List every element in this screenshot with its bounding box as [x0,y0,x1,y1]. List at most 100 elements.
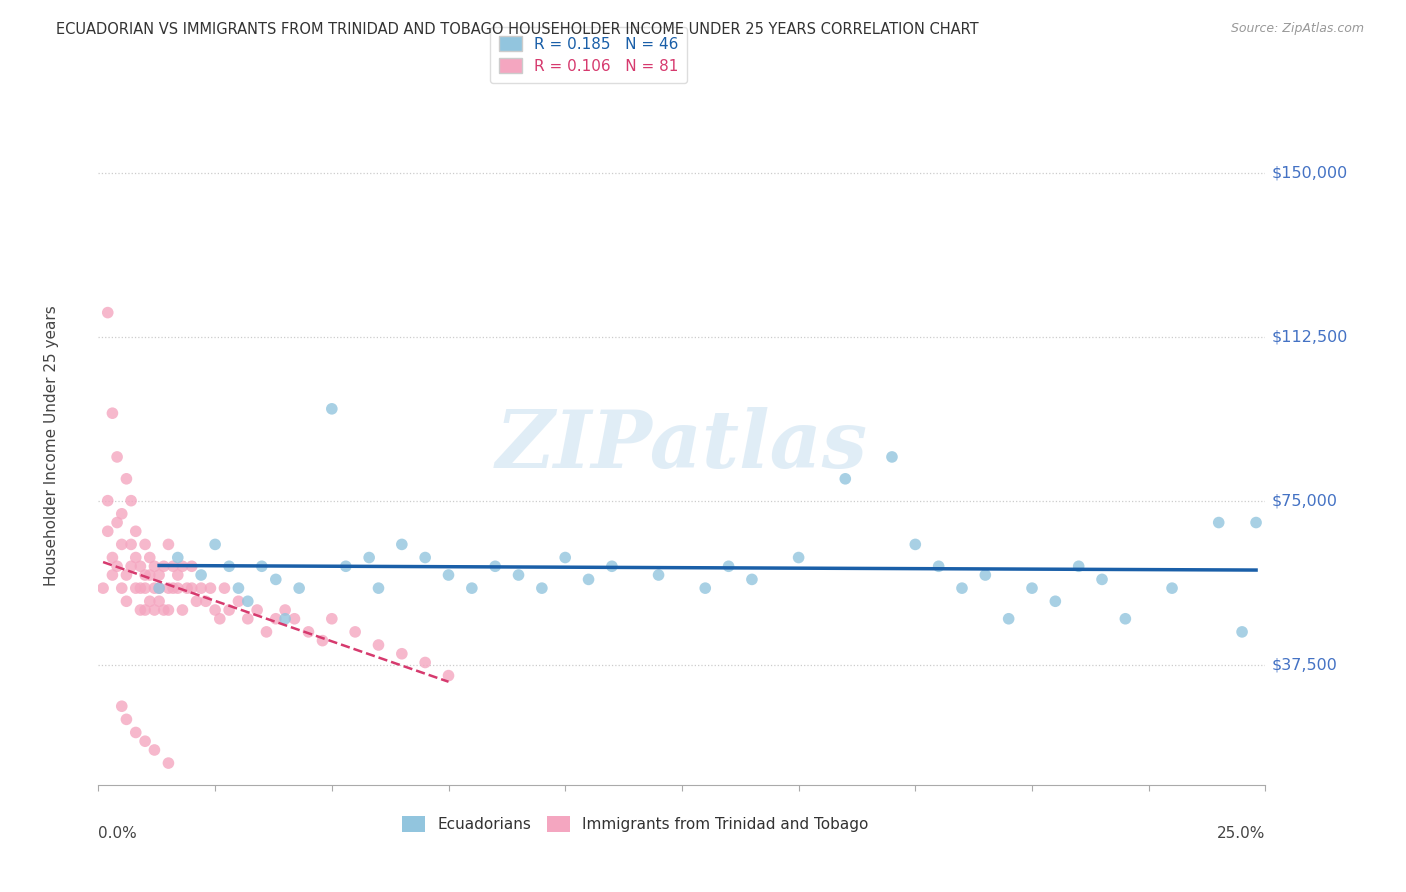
Point [143,603,166,617]
Point [578,573,600,587]
Point [321,401,343,416]
Point [139,594,162,608]
Point [152,603,174,617]
Point [194,594,217,608]
Point [111,581,134,595]
Point [1244,516,1267,530]
Point [437,668,460,682]
Point [176,581,198,595]
Point [950,581,973,595]
Point [904,537,927,551]
Text: ECUADORIAN VS IMMIGRANTS FROM TRINIDAD AND TOBAGO HOUSEHOLDER INCOME UNDER 25 YE: ECUADORIAN VS IMMIGRANTS FROM TRINIDAD A… [56,22,979,37]
Point [125,581,148,595]
Point [143,743,166,757]
Point [157,581,180,595]
Point [321,612,343,626]
Point [717,559,740,574]
Point [437,568,460,582]
Point [256,624,278,639]
Point [741,573,763,587]
Point [461,581,484,595]
Text: $37,500: $37,500 [1271,657,1337,673]
Point [190,568,212,582]
Point [928,559,950,574]
Point [228,594,250,608]
Point [148,581,170,595]
Point [166,550,188,565]
Point [367,638,389,652]
Point [134,603,156,617]
Point [157,603,180,617]
Point [288,581,311,595]
Point [157,756,180,770]
Point [172,603,194,617]
Point [148,594,170,608]
Point [997,612,1019,626]
Point [143,559,166,574]
Point [111,537,134,551]
Point [834,472,856,486]
Point [172,559,194,574]
Point [311,633,333,648]
Point [157,537,180,551]
Point [283,612,305,626]
Point [115,594,138,608]
Point [152,559,174,574]
Point [129,559,152,574]
Point [111,507,134,521]
Text: Householder Income Under 25 years: Householder Income Under 25 years [44,306,59,586]
Point [186,594,208,608]
Point [335,559,357,574]
Point [105,516,128,530]
Point [134,581,156,595]
Point [101,568,124,582]
Point [214,581,236,595]
Point [143,581,166,595]
Point [974,568,997,582]
Text: Source: ZipAtlas.com: Source: ZipAtlas.com [1230,22,1364,36]
Point [180,559,202,574]
Point [162,559,184,574]
Point [148,568,170,582]
Point [530,581,553,595]
Point [1230,624,1253,639]
Point [105,450,128,464]
Point [120,559,142,574]
Point [600,559,623,574]
Point [91,581,114,595]
Point [1045,594,1067,608]
Point [120,493,142,508]
Point [367,581,389,595]
Point [125,725,148,739]
Point [166,581,188,595]
Point [250,559,273,574]
Point [115,472,138,486]
Text: $75,000: $75,000 [1271,493,1337,508]
Point [228,581,250,595]
Point [297,624,319,639]
Point [274,603,297,617]
Text: $112,500: $112,500 [1271,329,1347,344]
Point [787,550,810,565]
Point [647,568,669,582]
Text: 0.0%: 0.0% [98,826,138,840]
Point [200,581,222,595]
Point [125,524,148,539]
Point [1021,581,1043,595]
Text: 25.0%: 25.0% [1218,826,1265,840]
Point [484,559,506,574]
Point [111,699,134,714]
Text: ZIPatlas: ZIPatlas [496,408,868,484]
Point [508,568,530,582]
Point [125,550,148,565]
Point [204,537,226,551]
Point [190,581,212,595]
Point [218,559,240,574]
Point [204,603,226,617]
Point [236,612,259,626]
Point [274,612,297,626]
Point [166,568,188,582]
Point [1161,581,1184,595]
Point [115,712,138,726]
Point [264,573,287,587]
